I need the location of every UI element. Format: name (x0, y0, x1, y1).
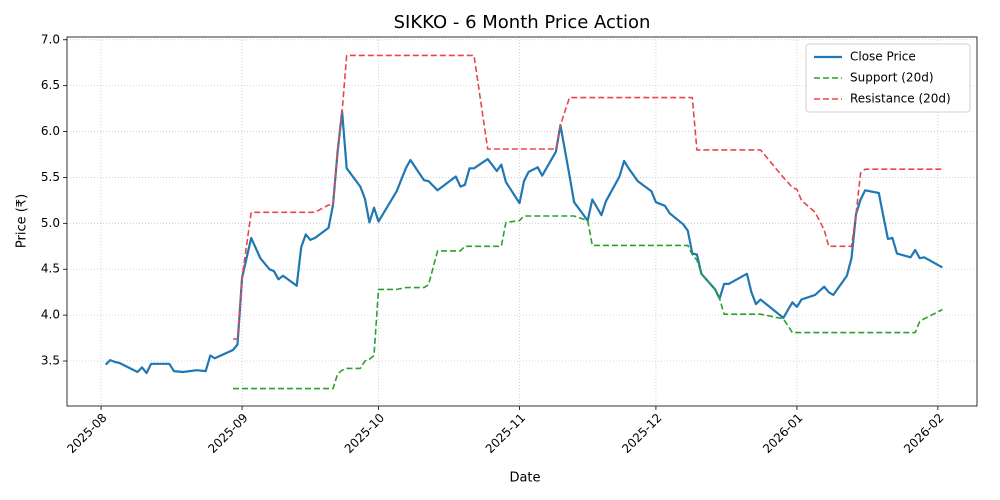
y-tick-label: 4.0 (41, 308, 60, 322)
y-tick-label: 6.5 (41, 78, 60, 92)
series-line (104, 110, 943, 375)
x-tick-label: 2025-12 (619, 411, 664, 456)
x-tick-label: 2025-08 (64, 411, 109, 456)
x-tick-label: 2025-09 (205, 411, 250, 456)
y-axis-label: Price (₹) (15, 194, 30, 248)
y-tick-label: 5.5 (41, 170, 60, 184)
y-tick-label: 7.0 (41, 32, 60, 46)
y-tick-label: 5.0 (41, 216, 60, 230)
x-tick-label: 2025-11 (483, 411, 528, 456)
series-line (233, 215, 943, 390)
legend-label: Support (20d) (850, 71, 934, 85)
legend-label: Close Price (850, 50, 916, 64)
chart-title: SIKKO - 6 Month Price Action (394, 12, 651, 33)
y-tick-label: 4.5 (41, 262, 60, 276)
x-tick-label: 2025-10 (342, 411, 387, 456)
x-tick-label: 2026-02 (901, 411, 946, 456)
y-tick-label: 6.0 (41, 124, 60, 138)
x-tick-label: 2026-01 (760, 411, 805, 456)
series-line (233, 54, 943, 340)
y-tick-label: 3.5 (41, 354, 60, 368)
x-axis-label: Date (509, 471, 540, 486)
legend-box (805, 43, 971, 113)
legend-label: Resistance (20d) (850, 92, 951, 106)
plot-frame (66, 36, 978, 407)
